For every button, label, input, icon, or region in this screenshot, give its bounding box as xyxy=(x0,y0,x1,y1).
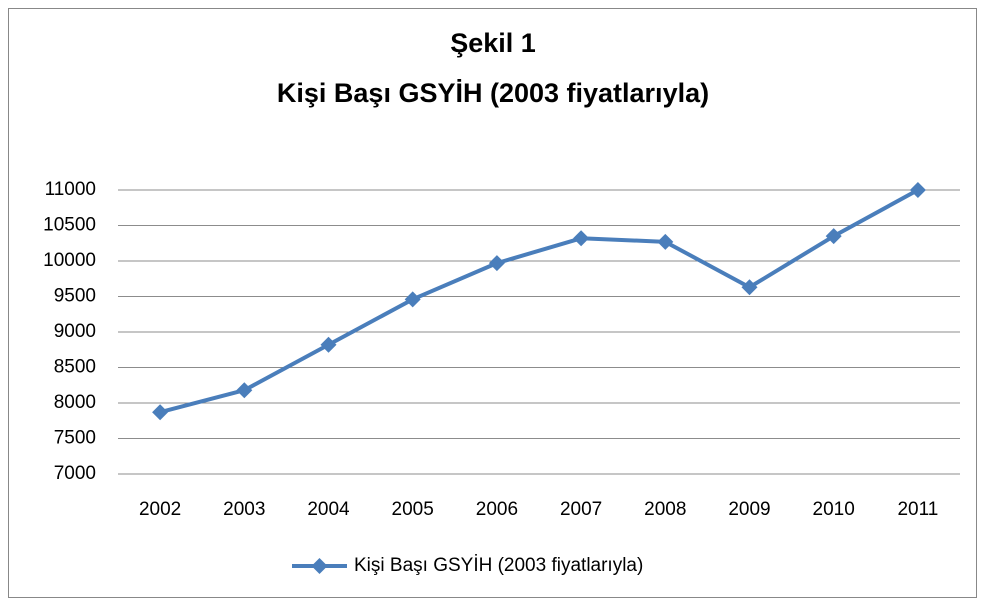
chart-border xyxy=(8,8,977,598)
point-marker xyxy=(320,336,337,353)
x-tick-label: 2011 xyxy=(897,499,938,520)
x-tick-label: 2003 xyxy=(223,499,265,520)
point-marker xyxy=(236,382,253,399)
x-tick-label: 2005 xyxy=(392,499,434,520)
legend-label: Kişi Başı GSYİH (2003 fiyatlarıyla) xyxy=(354,555,643,576)
y-tick-label: 11000 xyxy=(45,179,96,200)
point-marker xyxy=(488,255,505,272)
y-tick-label: 8000 xyxy=(54,392,96,413)
chart-title: Şekil 1 xyxy=(450,28,536,58)
y-tick-label: 10500 xyxy=(43,215,96,236)
y-tick-label: 9000 xyxy=(54,321,96,342)
x-tick-label: 2008 xyxy=(644,499,686,520)
x-tick-label: 2004 xyxy=(307,499,350,520)
chart-subtitle: Kişi Başı GSYİH (2003 fiyatlarıyla) xyxy=(277,78,709,108)
y-tick-label: 7500 xyxy=(54,428,96,449)
y-tick-label: 10000 xyxy=(43,250,96,271)
legend-marker xyxy=(311,558,328,574)
x-tick-label: 2006 xyxy=(476,499,518,520)
x-tick-label: 2002 xyxy=(139,499,181,520)
point-marker xyxy=(404,291,421,308)
x-tick-label: 2007 xyxy=(560,499,602,520)
point-marker xyxy=(741,279,758,296)
point-marker xyxy=(909,182,926,198)
y-tick-label: 9500 xyxy=(54,286,96,307)
series-line xyxy=(159,188,919,415)
point-marker xyxy=(573,230,590,247)
point-marker xyxy=(825,228,842,245)
y-tick-label: 7000 xyxy=(54,463,96,484)
x-tick-label: 2009 xyxy=(728,499,770,520)
y-tick-label: 8500 xyxy=(54,357,96,378)
x-tick-label: 2010 xyxy=(813,499,855,520)
point-marker xyxy=(657,233,674,250)
point-marker xyxy=(152,404,169,421)
